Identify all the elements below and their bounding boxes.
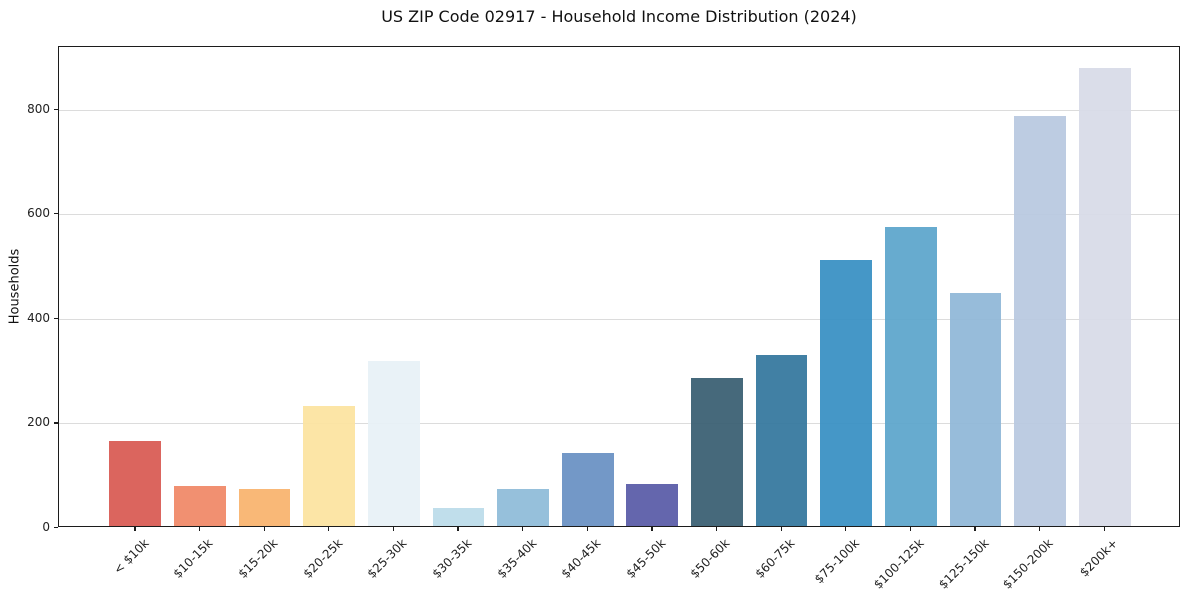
x-tick-label: $60-75k bbox=[752, 536, 798, 581]
x-tick-mark bbox=[845, 527, 847, 531]
bar-13 bbox=[884, 226, 937, 526]
x-tick-label: $75-100k bbox=[811, 536, 863, 587]
x-tick-mark bbox=[651, 527, 653, 531]
y-tick-label: 0 bbox=[42, 520, 50, 534]
x-tick-mark bbox=[522, 527, 524, 531]
y-tick-label: 800 bbox=[27, 101, 50, 116]
y-tick-mark bbox=[54, 108, 58, 110]
bar-12 bbox=[820, 260, 873, 526]
gridline-y-200 bbox=[59, 423, 1179, 425]
x-tick-mark bbox=[715, 527, 718, 531]
x-tick-mark bbox=[328, 527, 330, 531]
x-tick-label: $40-45k bbox=[558, 536, 604, 581]
x-tick-mark bbox=[1103, 527, 1105, 531]
bar-14 bbox=[949, 293, 1002, 526]
bar-11 bbox=[755, 354, 808, 526]
bar-1 bbox=[109, 441, 162, 526]
x-tick-label: $30-35k bbox=[429, 536, 475, 581]
x-tick-label: $35-40k bbox=[494, 536, 539, 581]
y-tick-mark bbox=[54, 213, 58, 215]
x-tick-mark bbox=[263, 527, 265, 531]
x-tick-label: $125-150k bbox=[935, 536, 992, 590]
x-tick-label: $200k+ bbox=[1077, 536, 1121, 580]
x-tick-mark bbox=[586, 527, 588, 531]
bar-9 bbox=[626, 484, 679, 526]
bar-3 bbox=[238, 489, 291, 526]
gridline-y-400 bbox=[59, 318, 1179, 320]
y-tick-mark bbox=[54, 317, 58, 320]
chart-title: US ZIP Code 02917 - Household Income Dis… bbox=[381, 7, 857, 26]
x-tick-mark bbox=[909, 527, 911, 531]
x-tick-label: $50-60k bbox=[687, 536, 733, 581]
x-tick-mark bbox=[1039, 527, 1041, 531]
x-tick-mark bbox=[457, 527, 459, 531]
x-tick-label: $150-200k bbox=[1000, 536, 1056, 590]
x-tick-label: $100-125k bbox=[871, 536, 927, 590]
x-tick-mark bbox=[780, 527, 782, 531]
bar-6 bbox=[432, 508, 485, 526]
x-tick-label: $45-50k bbox=[623, 536, 669, 581]
bar-7 bbox=[497, 488, 549, 526]
x-tick-label: $20-25k bbox=[300, 536, 346, 581]
gridline-y-800 bbox=[59, 109, 1179, 111]
y-tick-mark bbox=[54, 422, 58, 424]
x-tick-label: $10-15k bbox=[170, 536, 216, 581]
bar-10 bbox=[691, 378, 743, 526]
bar-15 bbox=[1014, 116, 1066, 526]
y-tick-label: 400 bbox=[27, 310, 50, 325]
bar-16 bbox=[1078, 68, 1131, 526]
x-tick-label: $25-30k bbox=[364, 536, 410, 581]
y-tick-mark bbox=[54, 527, 58, 529]
bar-8 bbox=[561, 453, 614, 526]
bar-2 bbox=[174, 486, 226, 526]
y-tick-label: 600 bbox=[27, 206, 50, 221]
y-tick-label: 200 bbox=[27, 415, 50, 430]
plot-area bbox=[58, 46, 1180, 527]
x-tick-label: $15-20k bbox=[235, 536, 281, 581]
bar-4 bbox=[303, 406, 356, 526]
gridline-y-600 bbox=[59, 214, 1179, 216]
x-tick-mark bbox=[198, 527, 201, 531]
x-tick-mark bbox=[134, 527, 136, 531]
x-tick-mark bbox=[392, 527, 394, 531]
y-axis-label-wrap: Households bbox=[0, 46, 30, 527]
x-tick-label: < $10k bbox=[110, 536, 152, 577]
bar-5 bbox=[367, 361, 420, 526]
x-tick-mark bbox=[974, 527, 976, 531]
